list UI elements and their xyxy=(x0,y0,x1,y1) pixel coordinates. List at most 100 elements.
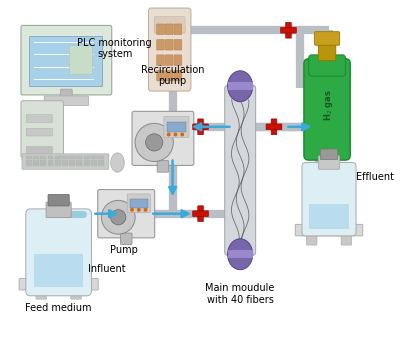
Text: Effluent: Effluent xyxy=(356,172,394,182)
FancyBboxPatch shape xyxy=(84,164,90,166)
FancyBboxPatch shape xyxy=(318,41,336,61)
FancyBboxPatch shape xyxy=(320,149,338,160)
FancyBboxPatch shape xyxy=(165,24,173,34)
Circle shape xyxy=(111,210,126,225)
FancyBboxPatch shape xyxy=(26,147,52,153)
FancyBboxPatch shape xyxy=(167,122,186,132)
FancyBboxPatch shape xyxy=(193,211,208,217)
FancyBboxPatch shape xyxy=(76,164,82,166)
FancyBboxPatch shape xyxy=(132,111,194,165)
FancyBboxPatch shape xyxy=(164,116,189,137)
FancyBboxPatch shape xyxy=(26,156,32,159)
FancyBboxPatch shape xyxy=(71,286,81,299)
Circle shape xyxy=(167,133,171,136)
FancyBboxPatch shape xyxy=(266,124,282,130)
FancyBboxPatch shape xyxy=(98,156,104,159)
FancyBboxPatch shape xyxy=(62,160,68,163)
Text: Pump: Pump xyxy=(110,245,138,255)
FancyBboxPatch shape xyxy=(198,119,204,135)
FancyBboxPatch shape xyxy=(40,160,46,163)
FancyBboxPatch shape xyxy=(306,233,317,245)
Circle shape xyxy=(137,208,141,212)
FancyBboxPatch shape xyxy=(69,46,92,75)
FancyBboxPatch shape xyxy=(62,156,68,159)
FancyBboxPatch shape xyxy=(165,55,173,65)
Bar xyxy=(34,254,83,287)
FancyBboxPatch shape xyxy=(33,164,39,166)
FancyBboxPatch shape xyxy=(309,55,346,76)
FancyBboxPatch shape xyxy=(318,156,340,169)
Text: Feed medium: Feed medium xyxy=(25,302,92,312)
FancyBboxPatch shape xyxy=(62,164,68,166)
Text: Influent: Influent xyxy=(88,264,125,274)
FancyBboxPatch shape xyxy=(91,164,97,166)
FancyBboxPatch shape xyxy=(98,190,155,238)
FancyBboxPatch shape xyxy=(69,164,75,166)
FancyBboxPatch shape xyxy=(286,22,291,38)
FancyBboxPatch shape xyxy=(60,89,72,99)
Ellipse shape xyxy=(228,71,253,102)
FancyBboxPatch shape xyxy=(44,96,88,105)
FancyBboxPatch shape xyxy=(228,250,253,258)
FancyBboxPatch shape xyxy=(84,156,90,159)
FancyBboxPatch shape xyxy=(26,160,32,163)
Circle shape xyxy=(146,134,163,151)
FancyBboxPatch shape xyxy=(165,39,173,50)
FancyBboxPatch shape xyxy=(33,160,39,163)
FancyBboxPatch shape xyxy=(76,156,82,159)
FancyBboxPatch shape xyxy=(19,278,98,290)
Ellipse shape xyxy=(111,153,124,172)
FancyBboxPatch shape xyxy=(154,17,185,33)
FancyBboxPatch shape xyxy=(341,233,352,245)
FancyBboxPatch shape xyxy=(225,85,256,255)
FancyBboxPatch shape xyxy=(165,70,173,81)
Circle shape xyxy=(144,208,148,212)
FancyBboxPatch shape xyxy=(55,160,60,163)
Text: H$_2$ gas: H$_2$ gas xyxy=(322,88,334,121)
Circle shape xyxy=(130,208,134,212)
FancyBboxPatch shape xyxy=(26,209,92,296)
FancyBboxPatch shape xyxy=(48,195,69,206)
FancyBboxPatch shape xyxy=(130,200,148,208)
FancyBboxPatch shape xyxy=(48,164,53,166)
FancyBboxPatch shape xyxy=(40,156,46,159)
FancyBboxPatch shape xyxy=(91,160,97,163)
FancyBboxPatch shape xyxy=(26,128,52,136)
FancyBboxPatch shape xyxy=(157,24,164,34)
FancyBboxPatch shape xyxy=(148,8,191,91)
FancyBboxPatch shape xyxy=(174,55,182,65)
FancyBboxPatch shape xyxy=(29,36,102,86)
FancyBboxPatch shape xyxy=(22,154,109,169)
Text: PLC monitoring
system: PLC monitoring system xyxy=(77,38,152,59)
FancyBboxPatch shape xyxy=(157,55,164,65)
FancyBboxPatch shape xyxy=(120,233,132,245)
FancyBboxPatch shape xyxy=(21,26,112,95)
Circle shape xyxy=(174,133,178,136)
FancyBboxPatch shape xyxy=(98,164,104,166)
FancyBboxPatch shape xyxy=(271,119,277,135)
FancyBboxPatch shape xyxy=(174,24,182,34)
Circle shape xyxy=(135,123,173,162)
FancyBboxPatch shape xyxy=(174,39,182,50)
FancyBboxPatch shape xyxy=(55,156,60,159)
FancyBboxPatch shape xyxy=(76,160,82,163)
Ellipse shape xyxy=(228,239,253,270)
FancyBboxPatch shape xyxy=(98,160,104,163)
FancyBboxPatch shape xyxy=(40,164,46,166)
FancyBboxPatch shape xyxy=(228,82,253,90)
FancyBboxPatch shape xyxy=(157,160,169,172)
FancyBboxPatch shape xyxy=(55,164,60,166)
FancyBboxPatch shape xyxy=(48,156,53,159)
FancyBboxPatch shape xyxy=(48,160,53,163)
FancyBboxPatch shape xyxy=(157,39,164,50)
Text: Main moudule
with 40 fibers: Main moudule with 40 fibers xyxy=(206,283,275,305)
FancyBboxPatch shape xyxy=(91,156,97,159)
FancyBboxPatch shape xyxy=(127,194,150,213)
FancyBboxPatch shape xyxy=(69,156,75,159)
FancyBboxPatch shape xyxy=(84,160,90,163)
FancyBboxPatch shape xyxy=(69,160,75,163)
Circle shape xyxy=(180,133,184,136)
FancyBboxPatch shape xyxy=(314,32,340,45)
FancyBboxPatch shape xyxy=(193,124,208,130)
FancyBboxPatch shape xyxy=(33,156,39,159)
